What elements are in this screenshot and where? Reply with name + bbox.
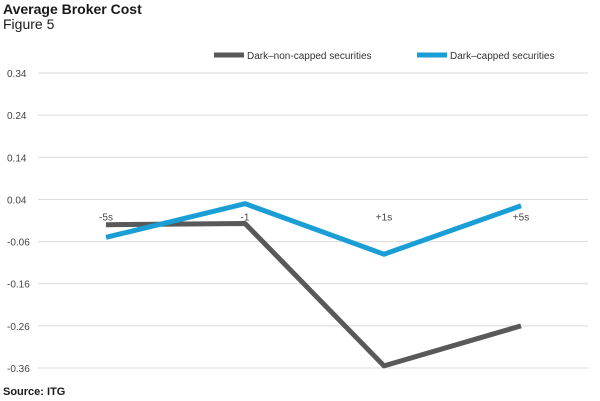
y-tick-label: -0.16	[7, 280, 30, 291]
x-axis-tick-labels: -5s -1 +1s +5s	[99, 212, 529, 223]
series-line-non-capped	[105, 220, 522, 369]
legend-label: Dark–capped securities	[450, 51, 555, 62]
chart-subtitle: Figure 5	[3, 16, 55, 32]
series-lines	[105, 201, 522, 369]
gridlines	[38, 72, 588, 369]
x-tick-label: +5s	[513, 212, 529, 223]
y-tick-label: -0.06	[7, 238, 30, 249]
legend: Dark–non-capped securities Dark–capped se…	[214, 51, 555, 62]
y-tick-label: 0.34	[7, 69, 27, 80]
y-tick-label: -0.36	[7, 364, 30, 375]
chart-title: Average Broker Cost	[3, 1, 142, 17]
y-axis-tick-labels: 0.34 0.24 0.14 0.04 -0.06 -0.16 -0.26 -0.36	[7, 69, 30, 375]
y-tick-label: 0.04	[7, 195, 27, 206]
y-tick-label: 0.14	[7, 153, 27, 164]
series-line-capped	[105, 201, 522, 257]
y-tick-label: -0.26	[7, 322, 30, 333]
x-tick-label: +1s	[376, 212, 392, 223]
x-tick-label: -5s	[99, 212, 113, 223]
source-note: Source: ITG	[3, 386, 66, 398]
y-tick-label: 0.24	[7, 111, 27, 122]
legend-label: Dark–non-capped securities	[247, 51, 372, 62]
x-tick-label: -1	[241, 212, 250, 223]
